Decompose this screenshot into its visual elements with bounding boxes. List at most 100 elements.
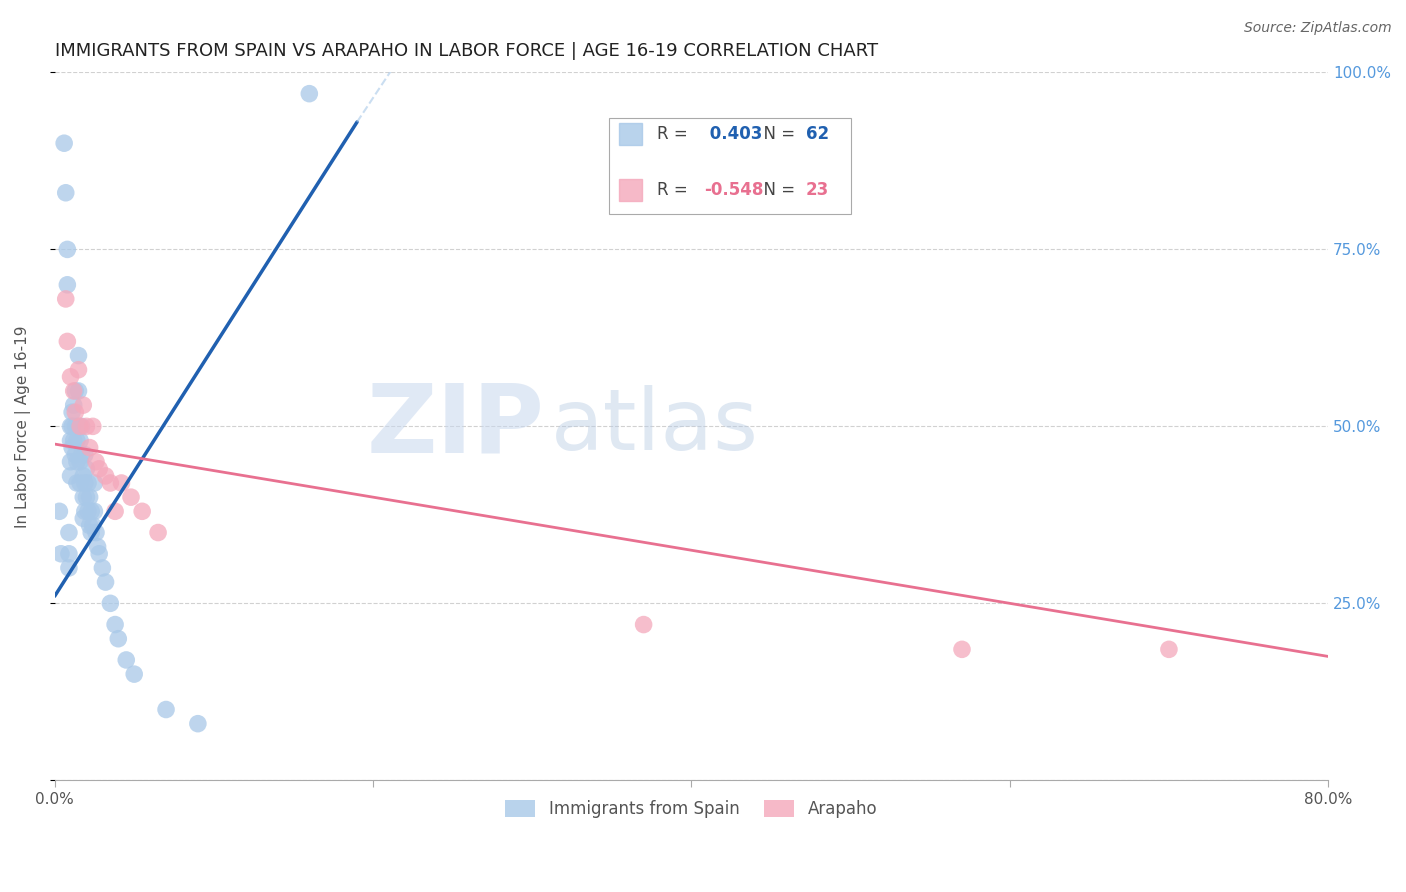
Point xyxy=(69,455,91,469)
Point xyxy=(59,455,82,469)
Point xyxy=(104,617,127,632)
Point xyxy=(187,716,209,731)
Point xyxy=(72,490,94,504)
Bar xyxy=(619,123,641,145)
Point xyxy=(60,419,83,434)
Point xyxy=(62,384,84,398)
Point xyxy=(82,419,104,434)
Point xyxy=(62,398,84,412)
Point xyxy=(56,334,79,349)
Point xyxy=(72,469,94,483)
Point xyxy=(633,617,655,632)
Point xyxy=(65,384,87,398)
Point xyxy=(56,243,79,257)
Point xyxy=(84,525,107,540)
Point xyxy=(67,384,90,398)
Point xyxy=(66,434,89,448)
Point xyxy=(79,518,101,533)
Point xyxy=(80,504,103,518)
Text: ZIP: ZIP xyxy=(367,380,546,473)
Point xyxy=(69,475,91,490)
Point xyxy=(69,419,91,434)
Point xyxy=(155,702,177,716)
Point xyxy=(86,540,108,554)
Point xyxy=(73,475,96,490)
Point xyxy=(49,547,72,561)
Point xyxy=(98,596,121,610)
Point xyxy=(146,525,169,540)
Point xyxy=(104,504,127,518)
Point xyxy=(60,405,83,419)
Point xyxy=(80,525,103,540)
Point xyxy=(115,653,138,667)
Point xyxy=(298,87,321,101)
Point xyxy=(58,547,80,561)
Point xyxy=(69,434,91,448)
Legend: Immigrants from Spain, Arapaho: Immigrants from Spain, Arapaho xyxy=(499,794,884,825)
Point xyxy=(65,419,87,434)
Point xyxy=(94,575,117,590)
Point xyxy=(55,292,77,306)
Point xyxy=(77,504,100,518)
Text: N =: N = xyxy=(752,181,800,199)
Point xyxy=(75,419,97,434)
Point xyxy=(66,455,89,469)
Y-axis label: In Labor Force | Age 16-19: In Labor Force | Age 16-19 xyxy=(15,325,31,527)
Point xyxy=(94,469,117,483)
Point xyxy=(77,475,100,490)
Point xyxy=(950,642,973,657)
Text: 0.403: 0.403 xyxy=(704,125,762,143)
FancyBboxPatch shape xyxy=(609,119,851,214)
Point xyxy=(110,475,132,490)
Point xyxy=(58,525,80,540)
Point xyxy=(48,504,70,518)
Point xyxy=(82,518,104,533)
Point xyxy=(107,632,129,646)
Point xyxy=(83,504,105,518)
Point xyxy=(1157,642,1180,657)
Point xyxy=(73,448,96,462)
Point xyxy=(70,419,93,434)
Point xyxy=(59,434,82,448)
Text: 62: 62 xyxy=(806,125,830,143)
Point xyxy=(89,462,111,476)
Text: IMMIGRANTS FROM SPAIN VS ARAPAHO IN LABOR FORCE | AGE 16-19 CORRELATION CHART: IMMIGRANTS FROM SPAIN VS ARAPAHO IN LABO… xyxy=(55,42,877,60)
Point xyxy=(67,362,90,376)
Point xyxy=(65,405,87,419)
Point xyxy=(53,136,76,151)
Point xyxy=(120,490,142,504)
Text: 23: 23 xyxy=(806,181,830,199)
Text: R =: R = xyxy=(657,181,693,199)
Point xyxy=(59,369,82,384)
Point xyxy=(56,277,79,292)
Point xyxy=(59,469,82,483)
Point xyxy=(89,547,111,561)
Point xyxy=(67,349,90,363)
Point xyxy=(70,448,93,462)
Point xyxy=(122,667,145,681)
Text: N =: N = xyxy=(752,125,800,143)
Text: -0.548: -0.548 xyxy=(704,181,763,199)
Point xyxy=(72,511,94,525)
Point xyxy=(79,441,101,455)
Point xyxy=(58,561,80,575)
Bar xyxy=(619,178,641,202)
Text: atlas: atlas xyxy=(551,384,759,468)
Point xyxy=(75,490,97,504)
Point xyxy=(91,561,114,575)
Point xyxy=(72,398,94,412)
Point xyxy=(84,455,107,469)
Point xyxy=(59,419,82,434)
Point xyxy=(79,490,101,504)
Point xyxy=(66,475,89,490)
Point xyxy=(62,434,84,448)
Point xyxy=(60,441,83,455)
Text: Source: ZipAtlas.com: Source: ZipAtlas.com xyxy=(1244,21,1392,35)
Point xyxy=(65,448,87,462)
Point xyxy=(75,462,97,476)
Point xyxy=(73,504,96,518)
Point xyxy=(131,504,153,518)
Text: R =: R = xyxy=(657,125,693,143)
Point xyxy=(83,475,105,490)
Point xyxy=(55,186,77,200)
